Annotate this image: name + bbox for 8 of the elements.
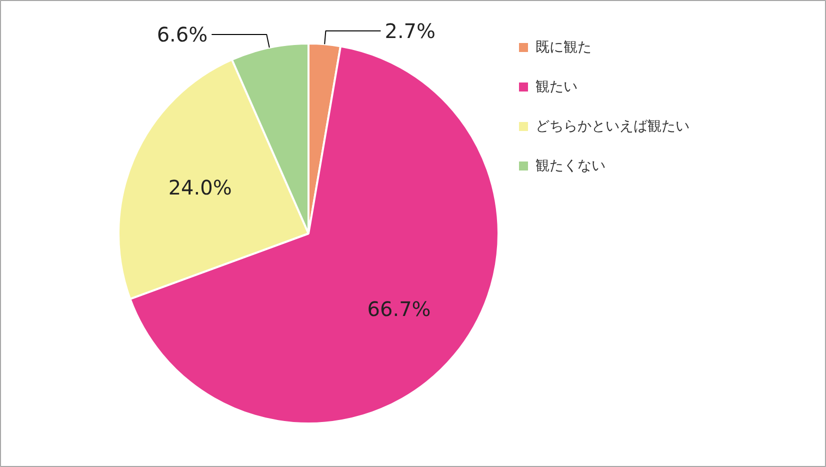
data-label: 2.7% bbox=[384, 18, 436, 43]
legend-label: 観たい bbox=[536, 79, 578, 95]
legend-label: 既に観た bbox=[536, 40, 592, 56]
legend-label: どちらかといえば観たい bbox=[536, 118, 690, 134]
legend-label: 観たくない bbox=[536, 158, 606, 174]
data-label: 6.6% bbox=[156, 22, 208, 47]
data-label: 24.0% bbox=[168, 175, 232, 200]
data-label: 66.7% bbox=[367, 296, 431, 321]
